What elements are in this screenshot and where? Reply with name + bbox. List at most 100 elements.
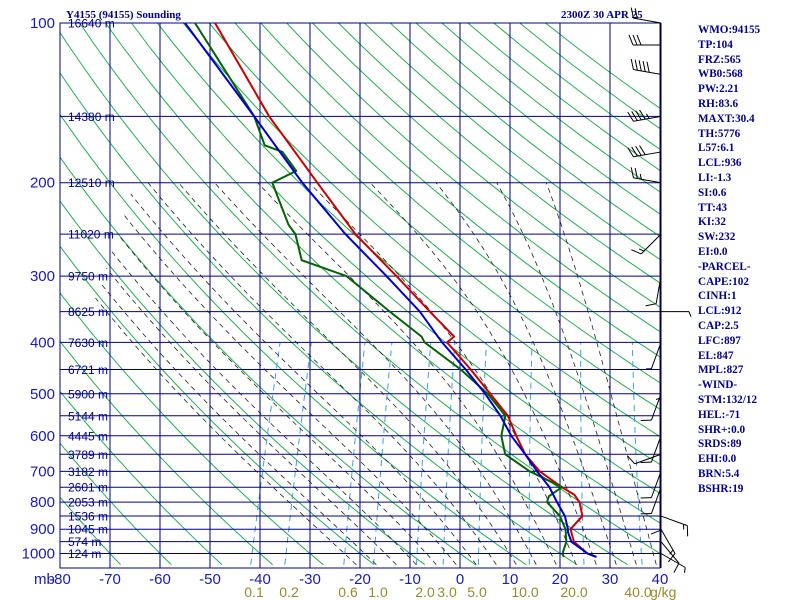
wind-barb-feather: [627, 455, 636, 465]
dry-adiabat-line: [60, 200, 426, 566]
stability-index-item: CAPE:102: [698, 275, 749, 288]
pressure-tick-label: 700: [30, 463, 55, 480]
dry-adiabat-line: [60, 442, 172, 566]
temperature-tick-label: -10: [399, 571, 421, 588]
stability-index-item: EL:847: [698, 349, 734, 362]
dry-adiabats: [60, 23, 660, 566]
stability-index-item: SRDS:89: [698, 438, 742, 451]
wind-barb: [640, 435, 662, 463]
temperature-tick-label: 0: [456, 571, 464, 588]
stability-index-item: STM:132/12: [698, 393, 758, 406]
dry-adiabat-line: [234, 23, 660, 384]
wind-barb-feather: [634, 167, 638, 179]
wind-barb-feather: [638, 60, 642, 72]
wind-barb: [660, 553, 686, 573]
wind-barb-half-feather: [669, 549, 674, 555]
stability-index-item: HEL:-71: [698, 408, 741, 421]
pressure-tick-label: 900: [30, 521, 55, 538]
dry-adiabat-line: [286, 23, 660, 333]
wind-barb-feather: [631, 249, 642, 255]
wind-barb: [660, 541, 680, 573]
dry-adiabat-line: [260, 23, 660, 358]
dry-adiabat-line: [60, 113, 527, 566]
temperature-profile-line: [214, 23, 597, 558]
height-label: 7630 m: [68, 336, 108, 350]
wind-barb-feather: [630, 58, 634, 70]
wind-barb-shaft: [640, 233, 662, 255]
moist-adiabat-line: [147, 182, 497, 565]
wind-barb: [631, 233, 662, 255]
mixing-ratio-line: [631, 342, 643, 565]
wind-barb-shaft: [660, 515, 688, 527]
dry-adiabat-line: [364, 23, 660, 261]
wind-barb-feather: [630, 167, 634, 178]
wind-barb-feather: [630, 7, 634, 19]
wind-barb: [627, 453, 662, 465]
moist-adiabat-line: [257, 182, 557, 565]
moist-adiabat-line: [100, 283, 377, 565]
pressure-tick-label: 400: [30, 334, 55, 351]
mixing-ratio-line: [284, 342, 312, 565]
temperature-tick-label: 10: [502, 571, 519, 588]
mixing-ratio-label: 0.6: [338, 584, 358, 600]
height-label: 12510 m: [68, 176, 115, 190]
wind-barb-feather: [631, 146, 638, 157]
wind-barb: [640, 393, 662, 421]
stability-index-item: LFC:897: [698, 334, 741, 347]
dry-adiabat-line: [60, 31, 628, 566]
wind-barb-shaft: [634, 453, 662, 465]
height-label: 3789 m: [68, 448, 108, 462]
pressure-tick-label: 200: [30, 175, 55, 192]
dry-adiabat-line: [338, 23, 660, 284]
dry-adiabat-line: [60, 71, 578, 566]
height-label: 3182 m: [68, 465, 108, 479]
wind-barb-shaft: [650, 487, 662, 514]
wind-barb: [640, 471, 662, 499]
pressure-tick-label: 300: [30, 268, 55, 285]
wind-barb-shaft: [660, 541, 680, 564]
wind-barb: [628, 34, 661, 46]
stability-index-item: LCL:936: [698, 157, 742, 170]
temperature-tick-label: -60: [149, 571, 171, 588]
height-label: 16640 m: [68, 17, 115, 31]
dry-adiabat-line: [60, 390, 223, 566]
wind-barb-half-feather: [645, 113, 650, 119]
moist-adiabat-line: [496, 182, 637, 565]
dry-adiabat-line: [60, 340, 274, 566]
height-label: 9750 m: [68, 270, 108, 284]
parcel-profile-line: [184, 23, 597, 558]
wind-barbs: [627, 7, 692, 573]
wind-barb: [640, 487, 662, 515]
height-label: 1536 m: [68, 510, 108, 524]
wind-barb-half-feather: [683, 567, 686, 573]
mixing-ratio-line: [528, 342, 533, 565]
wind-barb: [661, 311, 692, 317]
wind-barb: [660, 515, 689, 537]
wind-barb: [646, 342, 662, 370]
temperature-tick-label: 30: [602, 571, 619, 588]
height-label: 2053 m: [68, 496, 108, 510]
stability-indices-list: WMO:94155 TP:104 FRZ:565 WB0:568 PW:2.21 RH:8…: [698, 23, 760, 497]
wind-barb: [627, 109, 662, 122]
stability-index-item: RH:83.6: [698, 97, 739, 110]
wind-barb-shaft: [633, 115, 662, 122]
pressure-unit-label: mb: [34, 571, 55, 588]
wind-barb-half-feather: [638, 248, 645, 252]
height-label: 1045 m: [68, 523, 108, 537]
wind-barb: [627, 145, 662, 158]
wind-barb-feather: [667, 553, 676, 563]
stability-index-item: EHI:0.0: [698, 453, 737, 466]
height-label: 2601 m: [68, 481, 108, 495]
wind-barb: [630, 167, 662, 184]
mixing-ratio-label: 5.0: [467, 584, 487, 600]
stability-index-item: BRN:5.4: [698, 467, 740, 480]
mixing-ratio-label: 10.0: [511, 584, 538, 600]
height-label: 8625 m: [68, 305, 108, 319]
temperature-tick-label: -50: [199, 571, 221, 588]
wind-barb-feather: [650, 529, 662, 535]
height-label: 6721 m: [68, 363, 108, 377]
height-label: 5900 m: [68, 387, 108, 401]
wind-barb-shaft: [650, 342, 662, 369]
moist-adiabat-line: [130, 193, 477, 565]
